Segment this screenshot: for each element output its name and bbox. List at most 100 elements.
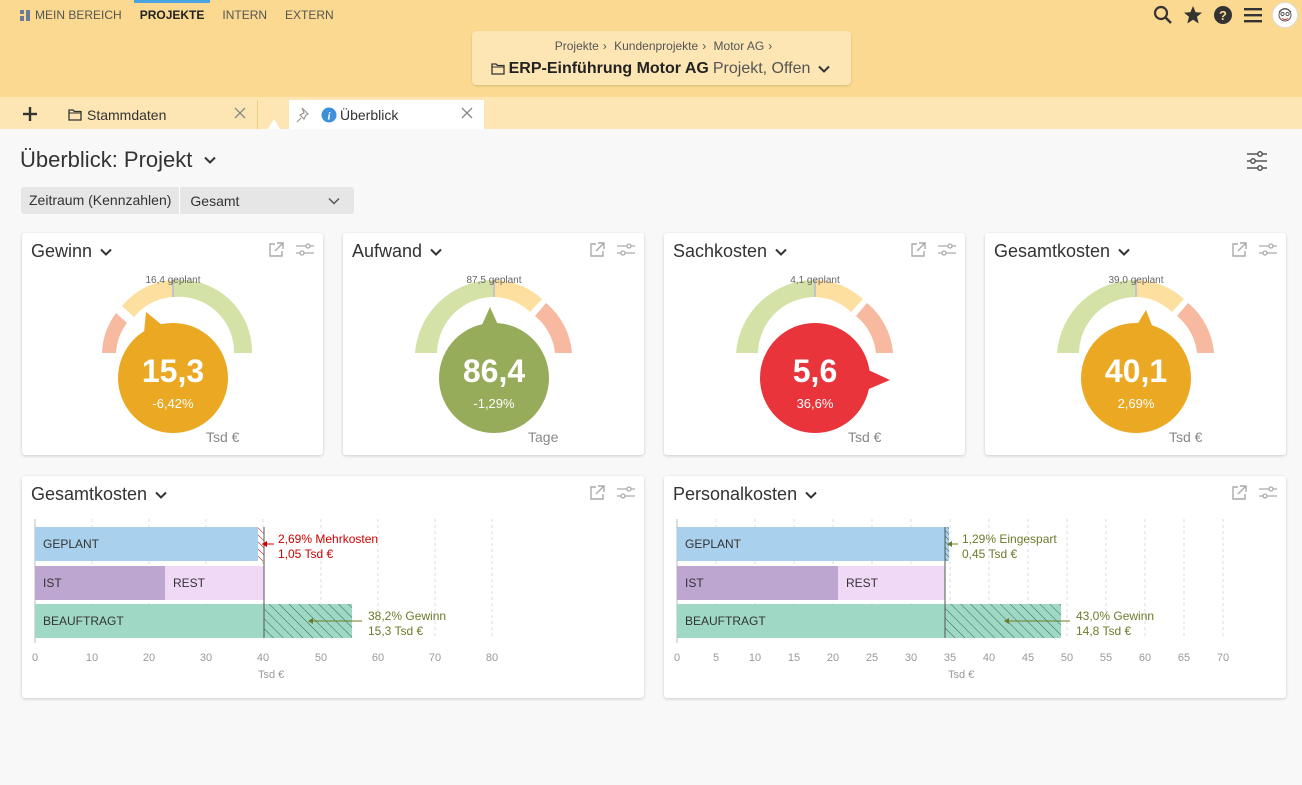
tick: 20	[826, 652, 840, 664]
arrow-head	[947, 541, 952, 547]
nav-label: PROJEKTE	[139, 8, 205, 22]
arrow-head	[1004, 618, 1009, 624]
breadcrumb-item[interactable]: Kundenprojekte	[614, 39, 699, 53]
external-link-icon[interactable]	[267, 241, 285, 259]
dashboard-icon	[20, 9, 31, 21]
chevron-down-icon	[100, 248, 112, 256]
help-icon[interactable]: ?	[1208, 0, 1238, 30]
card-title[interactable]: Personalkosten	[673, 484, 819, 505]
card-title[interactable]: Sachkosten	[673, 241, 789, 262]
annotation-mehrkosten: 2,69% Mehrkosten 1,05 Tsd €	[278, 532, 378, 562]
bar-beauftragt	[677, 604, 945, 638]
x-axis-label: Tsd €	[948, 669, 975, 681]
arrow-head	[262, 541, 267, 547]
annot-line: 14,8 Tsd €	[1076, 624, 1132, 638]
annot-line: 43,0% Gewinn	[1076, 609, 1155, 623]
tick: 10	[748, 652, 762, 664]
settings-sliders-icon[interactable]	[616, 484, 636, 502]
project-header: Projekte › Kundenprojekte › Motor AG › ERP-…	[472, 31, 851, 85]
chevron-down-icon	[775, 248, 787, 256]
tick: 30	[199, 652, 213, 664]
gauge-segment-mid	[816, 280, 863, 312]
breadcrumb-item[interactable]: Projekte	[554, 39, 599, 53]
gauge-pointer	[144, 312, 162, 333]
external-link-icon[interactable]	[588, 484, 606, 502]
chevron-down-icon	[328, 197, 340, 205]
add-tab-button[interactable]	[18, 102, 42, 126]
tick: 40	[256, 652, 270, 664]
kpi-value: 86,4	[462, 353, 526, 389]
svg-text:i: i	[327, 110, 331, 122]
tick: 50	[314, 652, 328, 664]
folder-icon	[490, 63, 505, 75]
nav-intern[interactable]: INTERN	[222, 0, 267, 30]
gauge-segment-low	[102, 313, 127, 353]
tick: 50	[1060, 652, 1074, 664]
gauge-pointer	[864, 368, 890, 391]
bar-beauftragt	[35, 604, 264, 638]
tick: 40	[982, 652, 996, 664]
nav-label: INTERN	[222, 8, 268, 22]
card-title[interactable]: Gewinn	[31, 241, 114, 262]
main-content: Überblick: Projekt Zeitraum (Kennzahlen)…	[0, 129, 1302, 785]
breadcrumb-item[interactable]: Motor AG	[713, 39, 765, 53]
external-link-icon[interactable]	[909, 241, 927, 259]
pin-icon[interactable]	[295, 106, 313, 124]
tick: 70	[1216, 652, 1230, 664]
gauge-segment-low	[535, 303, 572, 353]
annotation-eingespart: 1,29% Eingespart 0,45 Tsd €	[962, 532, 1057, 562]
star-icon[interactable]	[1178, 0, 1208, 30]
nav-extern[interactable]: EXTERN	[285, 0, 334, 30]
project-status: Projekt, Offen	[712, 60, 811, 77]
external-link-icon[interactable]	[1230, 241, 1248, 259]
bar-label: GEPLANT	[43, 537, 100, 551]
kpi-card-aufwand: Aufwand 87,5 geplant 86,4 -1,29% Tage	[343, 233, 644, 455]
search-icon[interactable]	[1148, 0, 1178, 30]
nav-label: EXTERN	[285, 8, 334, 22]
close-icon[interactable]	[233, 106, 247, 120]
settings-sliders-icon[interactable]	[1246, 151, 1268, 176]
gauge-segment-mid	[122, 280, 172, 317]
gauge-segment-high	[736, 280, 814, 353]
chevron-down-icon	[805, 491, 817, 499]
settings-sliders-icon[interactable]	[1258, 484, 1278, 502]
page-title[interactable]: Überblick: Projekt	[20, 147, 218, 173]
tick: 15	[787, 652, 801, 664]
project-title[interactable]: ERP-Einführung Motor AG Projekt, Offen	[472, 60, 851, 78]
project-name: ERP-Einführung Motor AG	[508, 60, 709, 77]
bar-rest	[165, 566, 264, 600]
kpi-percent: 2,69%	[1117, 396, 1155, 411]
settings-sliders-icon[interactable]	[1258, 241, 1278, 259]
tab-ueberblick[interactable]: i Überblick	[289, 100, 484, 129]
kpi-percent: -1,29%	[473, 396, 515, 411]
settings-sliders-icon[interactable]	[295, 241, 315, 259]
arrow-head	[308, 618, 313, 624]
tab-stammdaten[interactable]: Stammdaten	[58, 100, 258, 129]
settings-sliders-icon[interactable]	[616, 241, 636, 259]
bar-ist	[677, 566, 838, 600]
tick: 35	[943, 652, 957, 664]
settings-sliders-icon[interactable]	[937, 241, 957, 259]
card-title[interactable]: Aufwand	[352, 241, 444, 262]
avatar[interactable]	[1272, 2, 1298, 28]
top-icons: ?	[1148, 0, 1302, 30]
external-link-icon[interactable]	[588, 241, 606, 259]
menu-icon[interactable]	[1238, 0, 1268, 30]
bar-chart	[676, 519, 1224, 643]
main-nav: MEIN BEREICH PROJEKTE INTERN EXTERN	[20, 0, 352, 30]
nav-projekte[interactable]: PROJEKTE	[133, 0, 211, 30]
card-title[interactable]: Gesamtkosten	[31, 484, 169, 505]
tick: 55	[1099, 652, 1113, 664]
close-icon[interactable]	[460, 106, 474, 120]
bar-label: IST	[685, 576, 704, 590]
card-title[interactable]: Gesamtkosten	[994, 241, 1132, 262]
kpi-card-gesamtkosten: Gesamtkosten 39,0 geplant 40,1 2,69% Tsd…	[985, 233, 1286, 455]
folder-icon	[68, 108, 82, 121]
kpi-percent: -6,42%	[152, 396, 194, 411]
external-link-icon[interactable]	[1230, 484, 1248, 502]
period-filter[interactable]: Zeitraum (Kennzahlen) Gesamt	[21, 187, 354, 214]
tick: 0	[31, 652, 39, 664]
bar-label: REST	[846, 576, 879, 590]
nav-mein-bereich[interactable]: MEIN BEREICH	[20, 0, 122, 30]
gauge-value-circle	[118, 323, 228, 433]
